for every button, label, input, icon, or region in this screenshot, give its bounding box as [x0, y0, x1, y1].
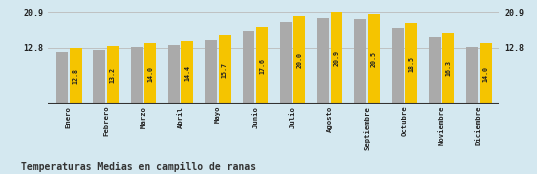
Bar: [256, 27, 268, 104]
Bar: [368, 14, 380, 104]
Text: 15.7: 15.7: [222, 62, 228, 78]
Text: Temperaturas Medias en campillo de ranas: Temperaturas Medias en campillo de ranas: [21, 162, 257, 172]
Bar: [331, 12, 343, 104]
Text: 16.3: 16.3: [445, 61, 451, 77]
Bar: [466, 47, 478, 104]
Text: 20.9: 20.9: [333, 50, 339, 66]
Bar: [429, 37, 441, 104]
Text: 18.5: 18.5: [408, 56, 414, 72]
Text: 13.2: 13.2: [110, 67, 116, 83]
Bar: [182, 41, 193, 104]
Bar: [107, 46, 119, 104]
Bar: [168, 45, 180, 104]
Text: 20.5: 20.5: [371, 51, 377, 67]
Bar: [70, 48, 82, 104]
Text: 12.8: 12.8: [72, 68, 78, 84]
Bar: [405, 23, 417, 104]
Bar: [93, 50, 105, 104]
Text: 14.4: 14.4: [184, 65, 191, 81]
Bar: [56, 52, 68, 104]
Text: 14.0: 14.0: [483, 66, 489, 82]
Text: 17.6: 17.6: [259, 58, 265, 74]
Text: 20.0: 20.0: [296, 52, 302, 68]
Bar: [442, 33, 454, 104]
Bar: [144, 43, 156, 104]
Bar: [480, 43, 491, 104]
Bar: [293, 16, 305, 104]
Text: 14.0: 14.0: [147, 66, 153, 82]
Bar: [280, 22, 292, 104]
Bar: [130, 47, 143, 104]
Bar: [317, 18, 329, 104]
Bar: [205, 40, 217, 104]
Bar: [391, 28, 404, 104]
Bar: [219, 35, 230, 104]
Bar: [243, 31, 255, 104]
Bar: [354, 19, 366, 104]
